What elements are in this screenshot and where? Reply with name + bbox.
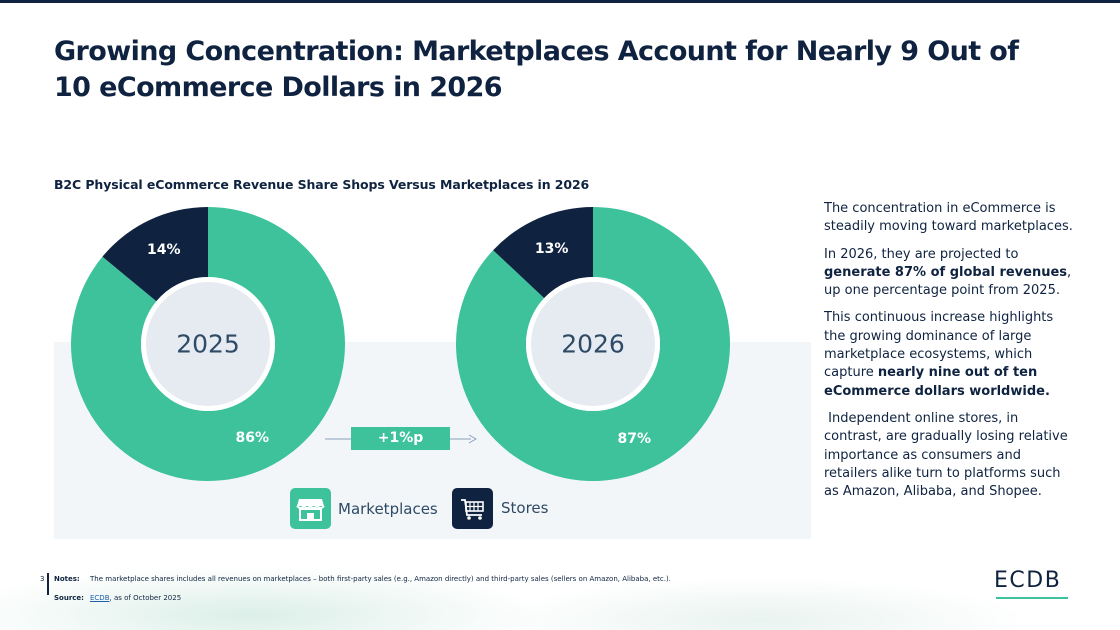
top-accent-bar <box>0 0 1120 3</box>
notes-text: The marketplace shares includes all reve… <box>90 575 671 583</box>
notes-label: Notes: <box>54 575 80 583</box>
slice-label-marketplaces-2026: 87% <box>617 431 652 448</box>
donut-hole <box>531 282 655 406</box>
donut-slice-stores-2025 <box>102 207 208 302</box>
chart-title: B2C Physical eCommerce Revenue Share Sho… <box>54 177 590 192</box>
center-year-label: 2026 <box>561 329 625 359</box>
donut-svg-2026 <box>455 207 730 481</box>
center-year-label: 2025 <box>176 329 240 359</box>
page-title: Growing Concentration: Marketplaces Acco… <box>54 36 1019 103</box>
slice-label-marketplaces-2025: 86% <box>235 430 270 447</box>
commentary-paragraph: Independent online stores, in contrast, … <box>824 410 1072 500</box>
commentary-paragraph: This continuous increase highlights the … <box>824 310 1054 399</box>
legend-label-stores: Stores <box>501 499 549 517</box>
legend-label-marketplaces: Marketplaces <box>338 500 438 518</box>
donut-slice-marketplaces-2026 <box>455 207 730 481</box>
donut-chart-2026: 87% 13% 2026 <box>455 207 730 481</box>
storefront-icon <box>290 488 331 529</box>
slice-label-stores-2026: 13% <box>534 240 569 257</box>
commentary-paragraph: The concentration in eCommerce is steadi… <box>824 201 1073 235</box>
donut-svg-2025 <box>70 207 345 481</box>
commentary-paragraph: In 2026, they are projected to generate … <box>824 246 1072 299</box>
commentary-panel: The concentration in eCommerce is steadi… <box>824 200 1074 510</box>
page-number: 3 <box>40 575 45 583</box>
source-text: ECDB, as of October 2025 <box>90 594 182 602</box>
donut-slice-marketplaces-2025 <box>70 207 345 481</box>
donut-chart-2025: 86% 14% 2025 <box>70 207 345 481</box>
change-badge: +1%p <box>351 427 450 450</box>
donut-slice-stores-2026 <box>493 207 593 299</box>
logo-underline <box>996 597 1068 599</box>
slice-label-stores-2025: 14% <box>146 241 181 258</box>
donut-hole <box>146 282 270 406</box>
page-number-divider <box>47 573 49 595</box>
ecdb-logo: ECDB <box>994 568 1062 593</box>
source-link[interactable]: ECDB <box>90 594 110 602</box>
source-label: Source: <box>54 594 84 602</box>
shopping-cart-icon <box>452 488 493 529</box>
